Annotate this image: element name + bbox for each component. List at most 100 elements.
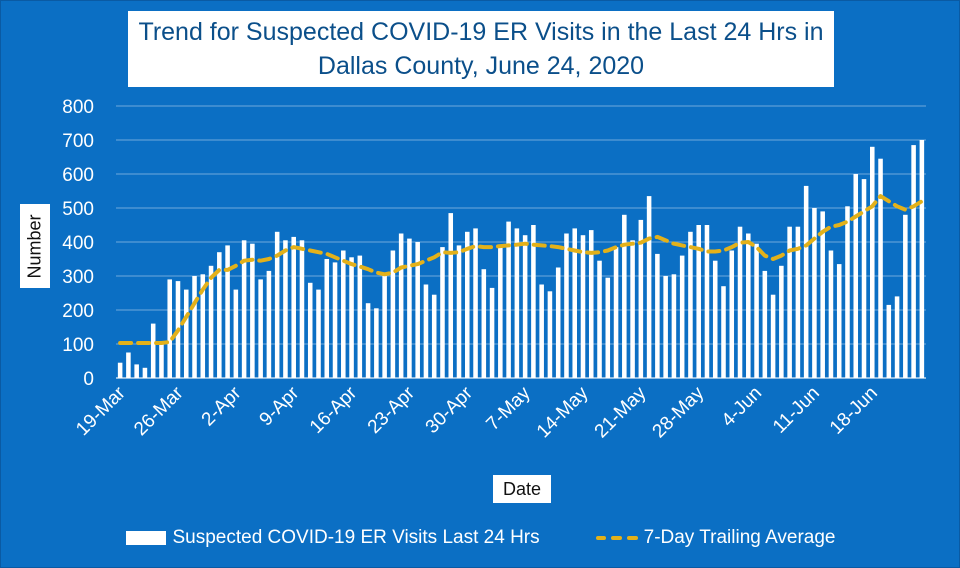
legend-bar-swatch <box>126 531 167 545</box>
x-tick-label: 9-Apr <box>256 382 304 430</box>
bar <box>870 146 875 378</box>
x-tick-label: 7-May <box>482 382 535 435</box>
bar <box>712 260 718 378</box>
bar <box>820 211 825 378</box>
bar <box>324 259 330 378</box>
bar <box>861 179 867 378</box>
bar <box>134 364 139 378</box>
bar <box>473 228 478 378</box>
legend-line-swatch <box>595 536 638 540</box>
legend: Suspected COVID-19 ER Visits Last 24 Hrs… <box>1 523 960 553</box>
y-axis-label: Number <box>24 213 45 279</box>
bar <box>341 250 346 378</box>
bar <box>448 213 454 378</box>
bar <box>894 296 900 378</box>
x-tick-label: 4-Jun <box>718 383 766 431</box>
y-tick-label: 100 <box>62 335 94 356</box>
bar <box>770 294 776 378</box>
bar <box>274 231 280 378</box>
x-tick-label: 18-Jun <box>826 383 882 439</box>
bar <box>580 235 586 378</box>
bar <box>663 276 668 378</box>
bar <box>299 240 305 378</box>
bar <box>630 240 635 378</box>
bar <box>704 225 710 378</box>
bar <box>878 158 883 378</box>
y-axis-label-box: Number <box>20 204 50 288</box>
chart-title-line-2: Dallas County, June 24, 2020 <box>317 52 645 80</box>
bar <box>398 233 404 378</box>
chart-plot: 0 100 200 300 400 500 600 700 800 19-Mar 26-Mar 2-… <box>62 97 926 442</box>
bar <box>365 303 371 378</box>
bar <box>555 267 561 378</box>
y-tick-label: 400 <box>62 233 94 254</box>
y-axis-ticks: 0 100 200 300 400 500 600 700 800 <box>62 97 94 390</box>
legend-item-bars: Suspected COVID-19 ER Visits Last 24 Hrs <box>126 527 540 549</box>
x-tick-label: 14-May <box>533 382 593 442</box>
bar <box>192 276 197 378</box>
bar <box>572 228 577 378</box>
bar <box>291 236 296 378</box>
bar <box>812 208 817 378</box>
bar <box>258 279 263 378</box>
bar <box>795 226 801 378</box>
bar <box>374 308 379 378</box>
bar <box>522 235 528 378</box>
bar <box>117 362 123 378</box>
bar <box>737 226 743 378</box>
bar <box>646 196 652 378</box>
x-tick-label: 26-Mar <box>130 382 188 440</box>
x-axis-label: Date <box>493 475 551 503</box>
bar <box>217 252 222 378</box>
average-line <box>118 194 924 345</box>
bar <box>440 247 445 378</box>
bar <box>655 253 660 378</box>
bar <box>886 304 892 378</box>
y-tick-label: 0 <box>83 369 94 390</box>
x-tick-label: 19-Mar <box>72 382 130 440</box>
bar <box>547 291 553 378</box>
bar <box>688 231 693 378</box>
bar <box>208 265 214 378</box>
bar <box>597 260 602 378</box>
bar <box>613 247 619 378</box>
y-tick-label: 800 <box>62 97 94 118</box>
y-tick-label: 500 <box>62 199 94 220</box>
bar <box>167 279 172 378</box>
y-tick-label: 300 <box>62 267 94 288</box>
bar <box>332 262 338 378</box>
x-tick-label: 28-May <box>649 382 709 442</box>
x-axis-ticks: 19-Mar 26-Mar 2-Apr 9-Apr 16-Apr 23-Apr 30-Apr… <box>72 382 882 442</box>
bar <box>126 352 131 378</box>
bar <box>911 145 916 378</box>
bar <box>779 265 784 378</box>
bar <box>407 238 412 378</box>
x-tick-label: 16-Apr <box>306 382 362 438</box>
bar <box>836 264 842 378</box>
bar <box>200 274 206 378</box>
bar <box>696 225 701 378</box>
bar <box>787 226 792 378</box>
legend-label-average: 7-Day Trailing Average <box>643 527 836 548</box>
bar <box>605 277 611 378</box>
bar <box>638 219 644 378</box>
bar <box>531 225 536 378</box>
bar <box>150 323 156 378</box>
bar <box>514 228 520 378</box>
bar <box>183 289 189 378</box>
bar <box>225 245 230 378</box>
bar <box>489 287 495 378</box>
bar <box>506 221 511 378</box>
bar <box>679 255 685 378</box>
bar <box>845 206 850 378</box>
bar <box>456 245 462 378</box>
bar <box>539 284 544 378</box>
bar <box>349 257 354 378</box>
bar <box>465 231 470 378</box>
x-tick-label: 2-Apr <box>198 382 246 430</box>
bar <box>307 282 313 378</box>
average-line-series <box>118 194 924 345</box>
bar <box>390 250 396 378</box>
bar <box>622 214 627 378</box>
bar <box>498 247 503 378</box>
